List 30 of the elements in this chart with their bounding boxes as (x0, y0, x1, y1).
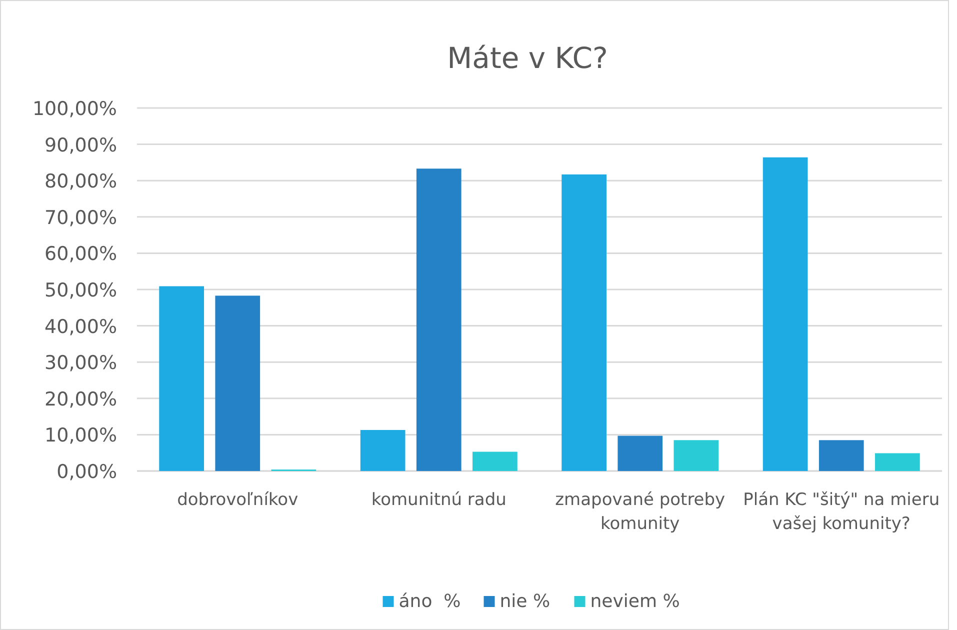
y-tick-label: 40,00% (44, 316, 117, 338)
bar (618, 436, 663, 471)
y-tick-label: 30,00% (44, 352, 117, 374)
legend-label: áno % (398, 591, 461, 612)
bar (875, 453, 920, 471)
y-tick-label: 0,00% (56, 461, 117, 483)
bar (472, 452, 518, 471)
bar (762, 157, 808, 471)
x-tick-label: dobrovoľníkov (177, 490, 298, 510)
y-tick-label: 10,00% (44, 424, 117, 447)
bar (818, 440, 864, 471)
chart-title: Máte v KC? (447, 41, 608, 75)
y-tick-label: 60,00% (44, 243, 117, 266)
bar (416, 168, 462, 471)
x-tick-label: zmapované potreby komunity (555, 490, 726, 534)
y-tick-label: 50,00% (44, 280, 117, 302)
x-tick-label: Plán KC "šitý" na mieru vašej komunity? (743, 490, 940, 534)
bar (360, 430, 406, 471)
bar (159, 286, 204, 471)
legend-label: nie % (500, 591, 550, 612)
bar (674, 440, 719, 471)
y-tick-label: 90,00% (44, 134, 117, 156)
y-tick-label: 20,00% (44, 388, 117, 410)
legend-label: neviem % (590, 591, 680, 612)
bar (562, 174, 606, 471)
x-tick-label: komunitnú radu (371, 490, 506, 510)
y-tick-label: 70,00% (44, 206, 117, 229)
y-tick-label: 80,00% (44, 170, 117, 193)
y-tick-label: 100,00% (32, 98, 117, 120)
bar (215, 296, 260, 471)
